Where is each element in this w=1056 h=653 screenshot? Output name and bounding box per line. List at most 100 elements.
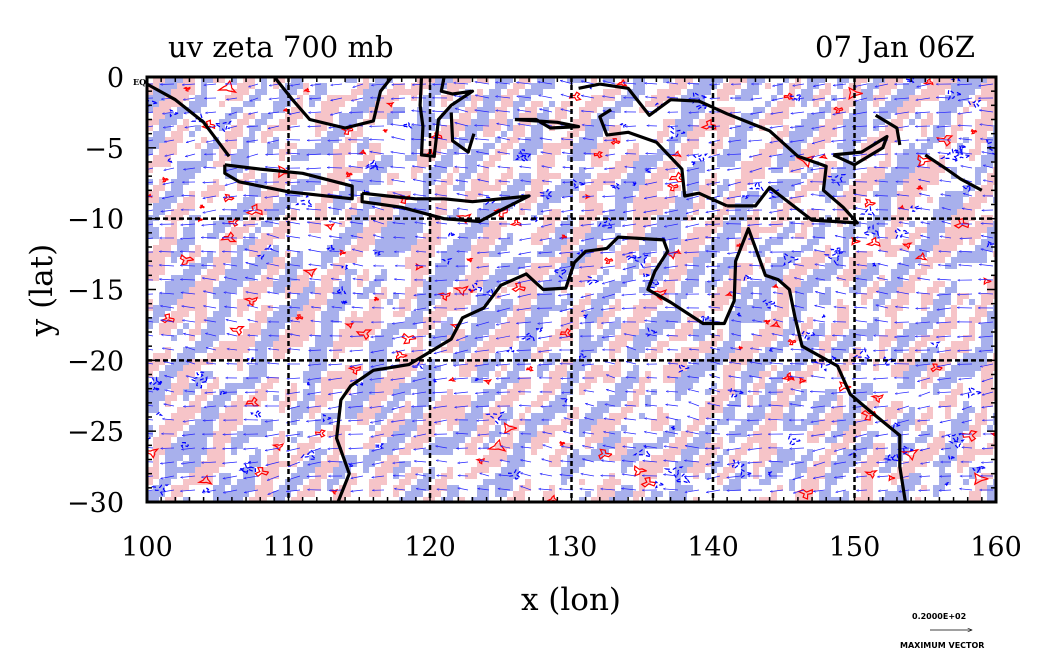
vorticity-cell-negative bbox=[783, 371, 789, 377]
vorticity-cell-positive bbox=[279, 179, 285, 185]
vorticity-cell-negative bbox=[951, 371, 957, 377]
vorticity-cell-positive bbox=[255, 401, 261, 407]
vorticity-cell-positive bbox=[189, 77, 195, 83]
vorticity-cell-positive bbox=[687, 329, 693, 335]
vorticity-cell-positive bbox=[909, 287, 915, 293]
vorticity-cell-negative bbox=[963, 365, 969, 371]
vorticity-cell-positive bbox=[765, 113, 771, 119]
vorticity-cell-positive bbox=[525, 305, 531, 311]
vorticity-cell-negative bbox=[165, 305, 171, 311]
vorticity-cell-negative bbox=[945, 203, 951, 209]
vorticity-cell-positive bbox=[231, 131, 237, 137]
vorticity-cell-negative bbox=[525, 149, 531, 155]
vorticity-cell-positive bbox=[657, 179, 663, 185]
vorticity-cell-positive bbox=[255, 203, 261, 209]
vorticity-cell-negative bbox=[375, 359, 381, 365]
vorticity-cell-negative bbox=[849, 407, 855, 413]
vorticity-cell-negative bbox=[783, 155, 789, 161]
vorticity-cell-negative bbox=[303, 185, 309, 191]
vorticity-cell-positive bbox=[651, 299, 657, 305]
vorticity-cell-negative bbox=[273, 335, 279, 341]
vorticity-cell-negative bbox=[693, 89, 699, 95]
vorticity-cell-negative bbox=[765, 281, 771, 287]
vorticity-cell-negative bbox=[825, 299, 831, 305]
vorticity-cell-positive bbox=[189, 251, 195, 257]
vorticity-cell-negative bbox=[771, 383, 777, 389]
vorticity-cell-positive bbox=[597, 179, 603, 185]
vorticity-cell-positive bbox=[159, 101, 165, 107]
vorticity-cell-positive bbox=[603, 155, 609, 161]
vorticity-cell-negative bbox=[669, 245, 675, 251]
vorticity-cell-positive bbox=[345, 383, 351, 389]
vorticity-cell-negative bbox=[219, 389, 225, 395]
vorticity-cell-negative bbox=[405, 323, 411, 329]
vorticity-cell-positive bbox=[213, 377, 219, 383]
vorticity-cell-negative bbox=[765, 275, 771, 281]
vorticity-cell-negative bbox=[225, 305, 231, 311]
vorticity-cell-negative bbox=[699, 77, 705, 83]
vorticity-cell-positive bbox=[981, 365, 987, 371]
vorticity-cell-negative bbox=[813, 269, 819, 275]
vorticity-cell-positive bbox=[609, 95, 615, 101]
vorticity-cell-positive bbox=[657, 95, 663, 101]
vorticity-cell-negative bbox=[423, 203, 429, 209]
vorticity-cell-negative bbox=[153, 395, 159, 401]
vorticity-cell-negative bbox=[687, 107, 693, 113]
vorticity-cell-negative bbox=[801, 281, 807, 287]
vorticity-cell-negative bbox=[417, 377, 423, 383]
vorticity-cell-positive bbox=[327, 101, 333, 107]
vorticity-cell-negative bbox=[225, 281, 231, 287]
vorticity-cell-positive bbox=[723, 377, 729, 383]
vorticity-cell-positive bbox=[165, 161, 171, 167]
vorticity-cell-negative bbox=[849, 173, 855, 179]
vorticity-cell-negative bbox=[273, 395, 279, 401]
vorticity-cell-negative bbox=[549, 191, 555, 197]
vorticity-cell-positive bbox=[939, 167, 945, 173]
vorticity-cell-positive bbox=[771, 143, 777, 149]
vorticity-cell-positive bbox=[483, 173, 489, 179]
vorticity-cell-positive bbox=[243, 347, 249, 353]
vorticity-cell-negative bbox=[621, 389, 627, 395]
vorticity-cell-positive bbox=[795, 191, 801, 197]
vorticity-cell-negative bbox=[375, 161, 381, 167]
vorticity-cell-positive bbox=[663, 365, 669, 371]
vorticity-cell-positive bbox=[633, 233, 639, 239]
vorticity-cell-negative bbox=[717, 161, 723, 167]
vorticity-cell-negative bbox=[699, 335, 705, 341]
vorticity-cell-positive bbox=[369, 299, 375, 305]
vorticity-cell-positive bbox=[891, 365, 897, 371]
vorticity-cell-negative bbox=[909, 119, 915, 125]
vorticity-cell-negative bbox=[267, 419, 273, 425]
vorticity-cell-positive bbox=[681, 263, 687, 269]
vorticity-cell-negative bbox=[549, 299, 555, 305]
vorticity-cell-negative bbox=[627, 263, 633, 269]
vorticity-cell-positive bbox=[525, 287, 531, 293]
vorticity-cell-positive bbox=[435, 221, 441, 227]
vorticity-cell-positive bbox=[783, 401, 789, 407]
vorticity-cell-positive bbox=[687, 251, 693, 257]
vorticity-cell-positive bbox=[885, 407, 891, 413]
vorticity-cell-negative bbox=[369, 197, 375, 203]
vorticity-cell-negative bbox=[531, 305, 537, 311]
vorticity-cell-negative bbox=[531, 83, 537, 89]
vorticity-cell-positive bbox=[657, 287, 663, 293]
vorticity-cell-positive bbox=[753, 383, 759, 389]
vorticity-cell-negative bbox=[675, 227, 681, 233]
vorticity-cell-negative bbox=[423, 131, 429, 137]
vorticity-cell-positive bbox=[177, 371, 183, 377]
vorticity-cell-negative bbox=[861, 89, 867, 95]
vorticity-cell-positive bbox=[717, 329, 723, 335]
vorticity-cell-negative bbox=[207, 77, 213, 83]
vorticity-cell-positive bbox=[759, 383, 765, 389]
vorticity-cell-negative bbox=[369, 365, 375, 371]
vorticity-cell-negative bbox=[411, 383, 417, 389]
vorticity-cell-positive bbox=[363, 77, 369, 83]
vorticity-cell-negative bbox=[921, 365, 927, 371]
vorticity-cell-positive bbox=[801, 227, 807, 233]
vorticity-cell-negative bbox=[573, 377, 579, 383]
vorticity-cell-negative bbox=[831, 191, 837, 197]
vorticity-cell-negative bbox=[513, 107, 519, 113]
vorticity-cell-positive bbox=[639, 107, 645, 113]
vorticity-cell-negative bbox=[987, 323, 993, 329]
vorticity-cell-negative bbox=[657, 227, 663, 233]
